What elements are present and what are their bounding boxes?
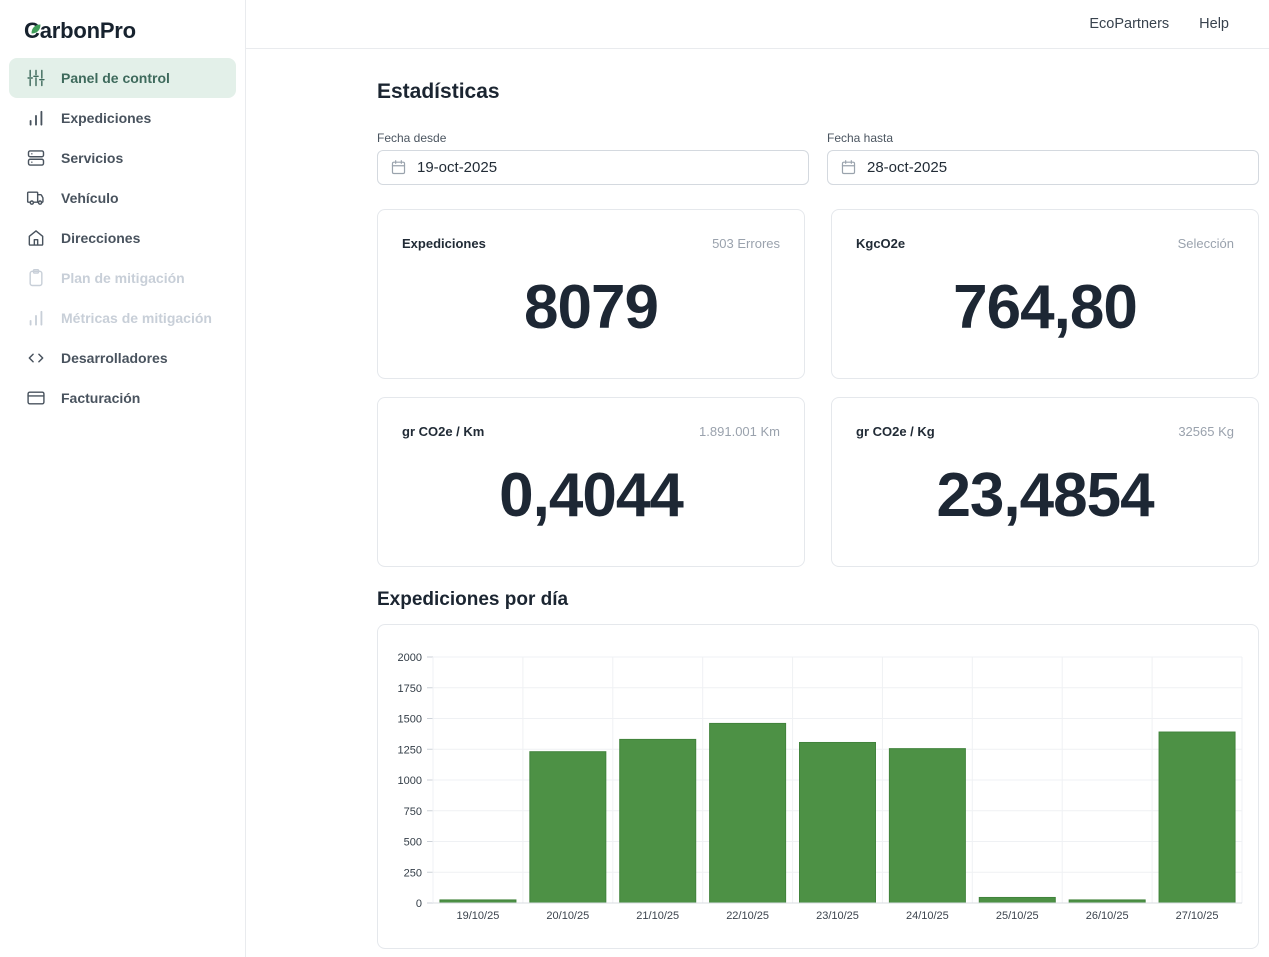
stat-card-grco2e-km: gr CO2e / Km 1.891.001 Km 0,4044: [377, 397, 805, 567]
main-area: EcoPartners Help Estadísticas Fecha desd…: [246, 0, 1269, 949]
svg-text:1000: 1000: [398, 775, 422, 787]
date-to-input[interactable]: 28-oct-2025: [827, 150, 1259, 185]
date-to-field: Fecha hasta 28-oct-2025: [827, 131, 1259, 185]
sidebar-item-label: Facturación: [61, 390, 141, 406]
svg-text:23/10/25: 23/10/25: [816, 910, 859, 922]
stat-card-label: gr CO2e / Kg: [856, 424, 935, 439]
stat-card-value: 8079: [524, 272, 659, 342]
sidebar-item-plan-de-mitigacion: Plan de mitigación: [9, 258, 236, 298]
svg-text:2000: 2000: [398, 652, 422, 664]
bar-chart-svg[interactable]: 0 250 500 750 1000 1250 1500 1750 2000 19/10/25 20…: [378, 625, 1258, 948]
date-to-value: 28-oct-2025: [867, 159, 948, 176]
stat-card-meta: 1.891.001 Km: [699, 424, 780, 439]
stat-card-header: gr CO2e / Kg 32565 Kg: [856, 424, 1234, 439]
stat-card-label: Expediciones: [402, 236, 486, 251]
svg-text:21/10/25: 21/10/25: [636, 910, 679, 922]
brand-initial: C: [24, 18, 41, 44]
svg-text:1250: 1250: [398, 744, 422, 756]
svg-text:24/10/25: 24/10/25: [906, 910, 949, 922]
svg-text:250: 250: [404, 867, 422, 879]
date-to-label: Fecha hasta: [827, 131, 894, 145]
stat-card-meta: 503 Errores: [712, 236, 780, 251]
svg-text:750: 750: [404, 806, 422, 818]
stat-card-value: 23,4854: [936, 460, 1154, 530]
bar-chart-icon: [26, 108, 46, 128]
svg-text:27/10/25: 27/10/25: [1176, 910, 1219, 922]
sidebar-item-facturacion[interactable]: Facturación: [9, 378, 236, 418]
sidebar-item-label: Servicios: [61, 150, 124, 166]
sidebar-item-label: Métricas de mitigación: [61, 310, 212, 326]
date-from-input[interactable]: 19-oct-2025: [377, 150, 809, 185]
date-from-label: Fecha desde: [377, 131, 447, 145]
sidebar-nav: Panel de control Expediciones Servicios …: [0, 58, 245, 418]
stat-card-label: gr CO2e / Km: [402, 424, 485, 439]
svg-text:0: 0: [416, 898, 422, 910]
svg-text:26/10/25: 26/10/25: [1086, 910, 1129, 922]
date-filters: Fecha desde 19-oct-2025 Fecha hasta 28-o…: [377, 131, 1259, 185]
clipboard-icon: [26, 268, 46, 288]
server-icon: [26, 148, 46, 168]
sidebar-item-label: Direcciones: [61, 230, 141, 246]
stat-card-header: KgcO2e Selección: [856, 236, 1234, 251]
stat-card-label: KgcO2e: [856, 236, 906, 251]
stat-card-value: 0,4044: [499, 460, 684, 530]
chart-section-title: Expediciones por día: [377, 589, 569, 610]
svg-text:1500: 1500: [398, 714, 422, 726]
credit-card-icon: [26, 388, 46, 408]
sidebar-item-label: Vehículo: [61, 190, 119, 206]
sidebar-item-panel-de-control[interactable]: Panel de control: [9, 58, 236, 98]
page-title: Estadísticas: [377, 80, 500, 103]
stat-card-grco2e-kg: gr CO2e / Kg 32565 Kg 23,4854: [831, 397, 1259, 567]
stat-cards: Expediciones 503 Errores 8079 KgcO2e Sel…: [377, 209, 1259, 567]
sidebar-item-direcciones[interactable]: Direcciones: [9, 218, 236, 258]
date-from-value: 19-oct-2025: [417, 159, 498, 176]
date-from-field: Fecha desde 19-oct-2025: [377, 131, 809, 185]
sidebar-item-servicios[interactable]: Servicios: [9, 138, 236, 178]
ecopartners-link[interactable]: EcoPartners: [1089, 16, 1170, 32]
stat-card-header: Expediciones 503 Errores: [402, 236, 780, 251]
stat-card-expediciones: Expediciones 503 Errores 8079: [377, 209, 805, 379]
content: Estadísticas Fecha desde 19-oct-2025 Fec…: [246, 49, 1269, 949]
brand-rest: arbonPro: [39, 18, 136, 43]
calendar-icon: [391, 160, 406, 175]
code-icon: [26, 348, 46, 368]
svg-text:500: 500: [404, 837, 422, 849]
stat-card-meta: 32565 Kg: [1178, 424, 1234, 439]
svg-text:1750: 1750: [398, 683, 422, 695]
sidebar-item-label: Panel de control: [61, 70, 170, 86]
sliders-icon: [26, 68, 46, 88]
stat-card-header: gr CO2e / Km 1.891.001 Km: [402, 424, 780, 439]
sidebar-item-expediciones[interactable]: Expediciones: [9, 98, 236, 138]
bar-chart-icon: [26, 308, 46, 328]
sidebar-item-label: Desarrolladores: [61, 350, 168, 366]
topbar: EcoPartners Help: [246, 0, 1269, 49]
expeditions-per-day-chart[interactable]: 0 250 500 750 1000 1250 1500 1750 2000 19/10/25 20…: [377, 624, 1259, 949]
stat-card-meta: Selección: [1177, 236, 1234, 251]
calendar-icon: [841, 160, 856, 175]
stat-card-value: 764,80: [953, 272, 1138, 342]
truck-icon: [26, 188, 46, 208]
svg-text:25/10/25: 25/10/25: [996, 910, 1039, 922]
sidebar-item-metricas-de-mitigacion: Métricas de mitigación: [9, 298, 236, 338]
help-link[interactable]: Help: [1199, 16, 1229, 32]
svg-text:22/10/25: 22/10/25: [726, 910, 769, 922]
sidebar-item-label: Expediciones: [61, 110, 152, 126]
sidebar-item-desarrolladores[interactable]: Desarrolladores: [9, 338, 236, 378]
brand-logo: CarbonPro: [0, 14, 245, 48]
home-icon: [26, 228, 46, 248]
sidebar-item-vehiculo[interactable]: Vehículo: [9, 178, 236, 218]
sidebar-item-label: Plan de mitigación: [61, 270, 185, 286]
svg-text:20/10/25: 20/10/25: [546, 910, 589, 922]
sidebar: CarbonPro Panel de control Expediciones …: [0, 0, 246, 957]
stat-card-kgco2e: KgcO2e Selección 764,80: [831, 209, 1259, 379]
svg-text:19/10/25: 19/10/25: [457, 910, 500, 922]
leaf-icon: [31, 24, 41, 34]
